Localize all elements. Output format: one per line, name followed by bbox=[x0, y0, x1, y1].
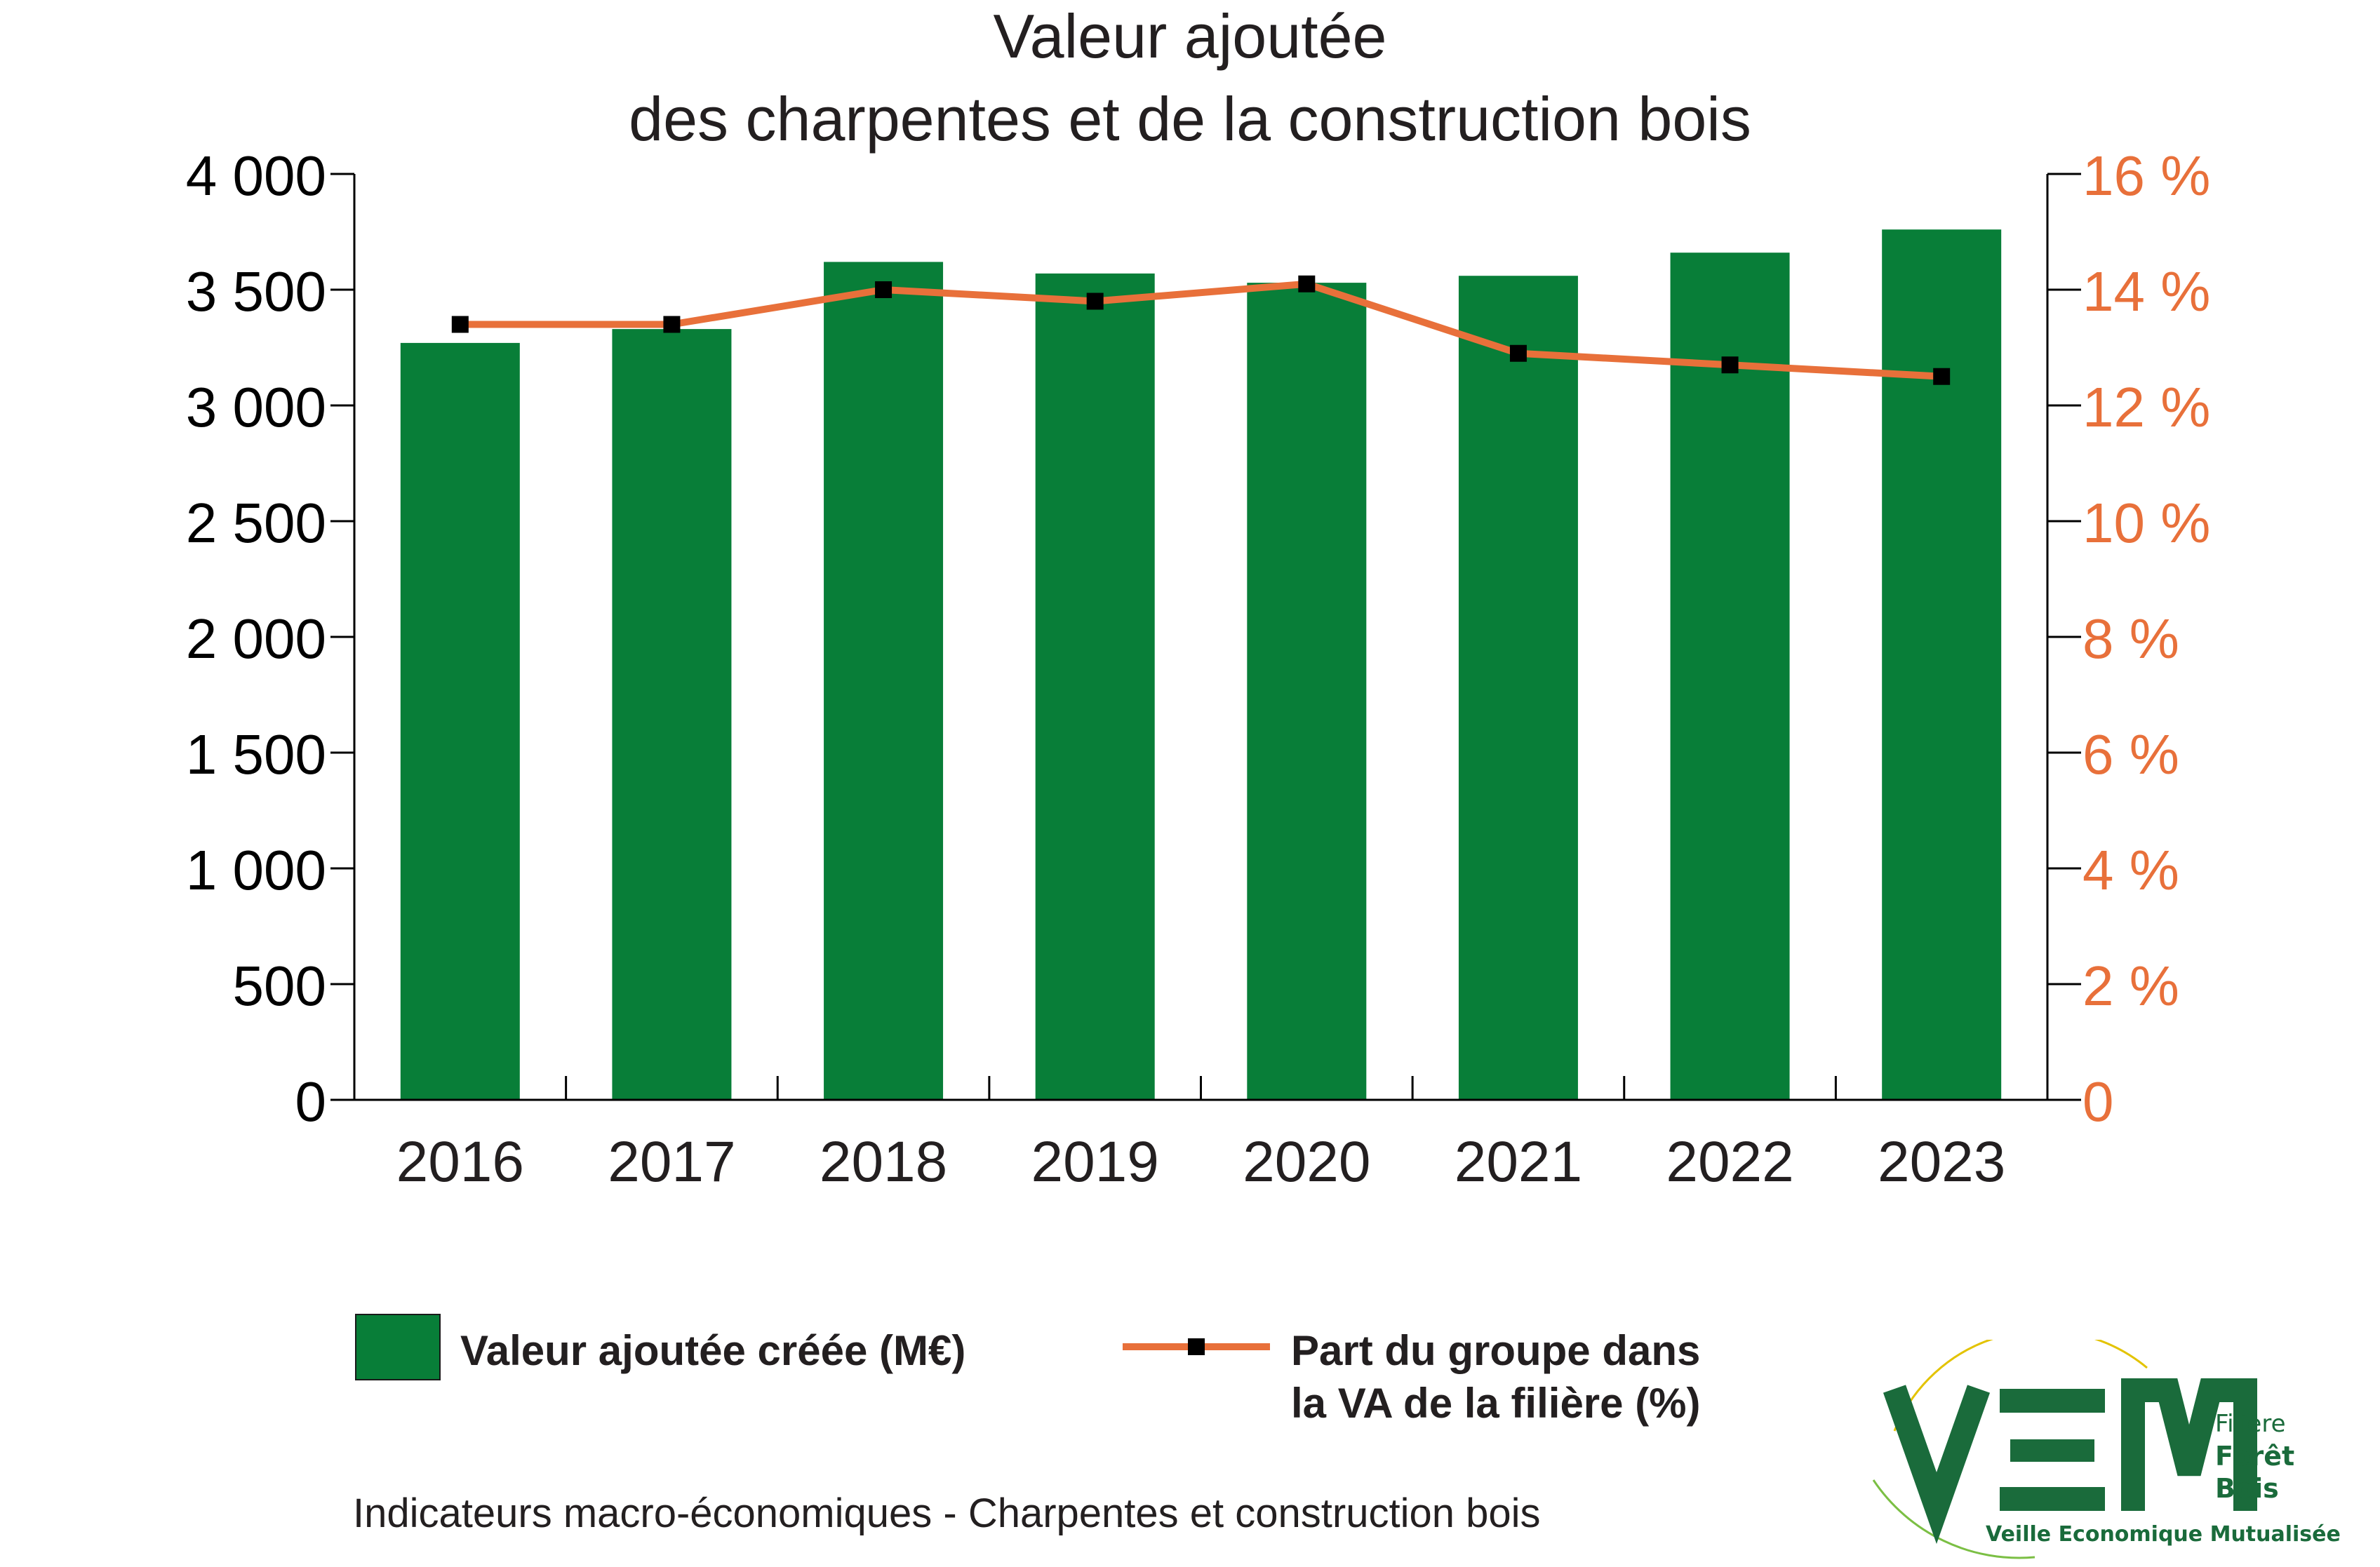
x-tick-label-2018: 2018 bbox=[820, 1130, 947, 1194]
x-tick-label-2016: 2016 bbox=[396, 1130, 524, 1194]
logo-foret-text: Forêt bbox=[2215, 1441, 2295, 1472]
line-point-2022 bbox=[1721, 356, 1739, 374]
right-tick-label: 12 % bbox=[2082, 376, 2210, 438]
bar-2016 bbox=[400, 342, 520, 1100]
logo-filiere-text: Filière bbox=[2215, 1410, 2286, 1438]
left-tick-label: 500 bbox=[233, 955, 326, 1017]
right-tick-label: 10 % bbox=[2082, 492, 2210, 554]
right-tick-label: 4 % bbox=[2082, 839, 2179, 901]
chart-title-line-1: Valeur ajoutée bbox=[993, 1, 1387, 71]
x-tick-label-2020: 2020 bbox=[1243, 1130, 1370, 1194]
left-tick-label: 0 bbox=[295, 1070, 327, 1133]
left-tick-label: 2 500 bbox=[186, 492, 326, 554]
right-tick-label: 8 % bbox=[2082, 607, 2179, 670]
line-point-2018 bbox=[875, 281, 893, 298]
bar-2017 bbox=[612, 329, 732, 1101]
left-tick-label: 4 000 bbox=[186, 144, 326, 207]
right-tick-label: 6 % bbox=[2082, 723, 2179, 786]
x-tick-label-2021: 2021 bbox=[1455, 1130, 1582, 1194]
line-point-2020 bbox=[1298, 275, 1316, 292]
left-tick-label: 1 000 bbox=[186, 839, 326, 901]
bar-2021 bbox=[1458, 276, 1578, 1101]
right-tick-label: 14 % bbox=[2082, 260, 2210, 323]
bar-2020 bbox=[1247, 283, 1367, 1101]
legend-bar-label: Valeur ajoutée créée (M€) bbox=[460, 1327, 966, 1374]
logo-bois-text: Bois bbox=[2215, 1473, 2279, 1504]
x-tick-label-2023: 2023 bbox=[1878, 1130, 2005, 1194]
line-point-2021 bbox=[1509, 344, 1527, 362]
bar-2019 bbox=[1035, 273, 1155, 1100]
x-tick-label-2019: 2019 bbox=[1031, 1130, 1158, 1194]
line-point-2016 bbox=[451, 316, 469, 333]
left-tick-label: 3 000 bbox=[186, 376, 326, 438]
bar-2018 bbox=[824, 262, 944, 1100]
line-series-share bbox=[460, 280, 1942, 380]
legend-line-icon bbox=[1123, 1338, 1270, 1355]
legend-line-label: Part du groupe dans la VA de la filière … bbox=[1291, 1327, 1701, 1427]
line-point-2023 bbox=[1933, 368, 1951, 385]
chart-title-line-2: des charpentes et de la construction boi… bbox=[629, 84, 1751, 154]
legend-bar-swatch bbox=[355, 1314, 441, 1380]
bar-2023 bbox=[1882, 229, 2002, 1101]
line-point-2017 bbox=[663, 316, 681, 333]
right-tick-label: 0 bbox=[2082, 1070, 2114, 1133]
vem-logo bbox=[1872, 1340, 2257, 1559]
left-tick-label: 1 500 bbox=[186, 723, 326, 786]
x-tick-label-2022: 2022 bbox=[1666, 1130, 1793, 1194]
right-tick-label: 16 % bbox=[2082, 144, 2210, 207]
left-tick-label: 3 500 bbox=[186, 260, 326, 323]
line-point-2019 bbox=[1086, 292, 1104, 310]
logo-tagline: Veille Economique Mutualisée bbox=[1986, 1522, 2341, 1547]
left-tick-label: 2 000 bbox=[186, 607, 326, 670]
bar-2022 bbox=[1670, 253, 1790, 1101]
x-tick-label-2017: 2017 bbox=[608, 1130, 735, 1194]
footer-caption: Indicateurs macro-économiques - Charpent… bbox=[353, 1491, 1541, 1536]
right-tick-label: 2 % bbox=[2082, 955, 2179, 1017]
